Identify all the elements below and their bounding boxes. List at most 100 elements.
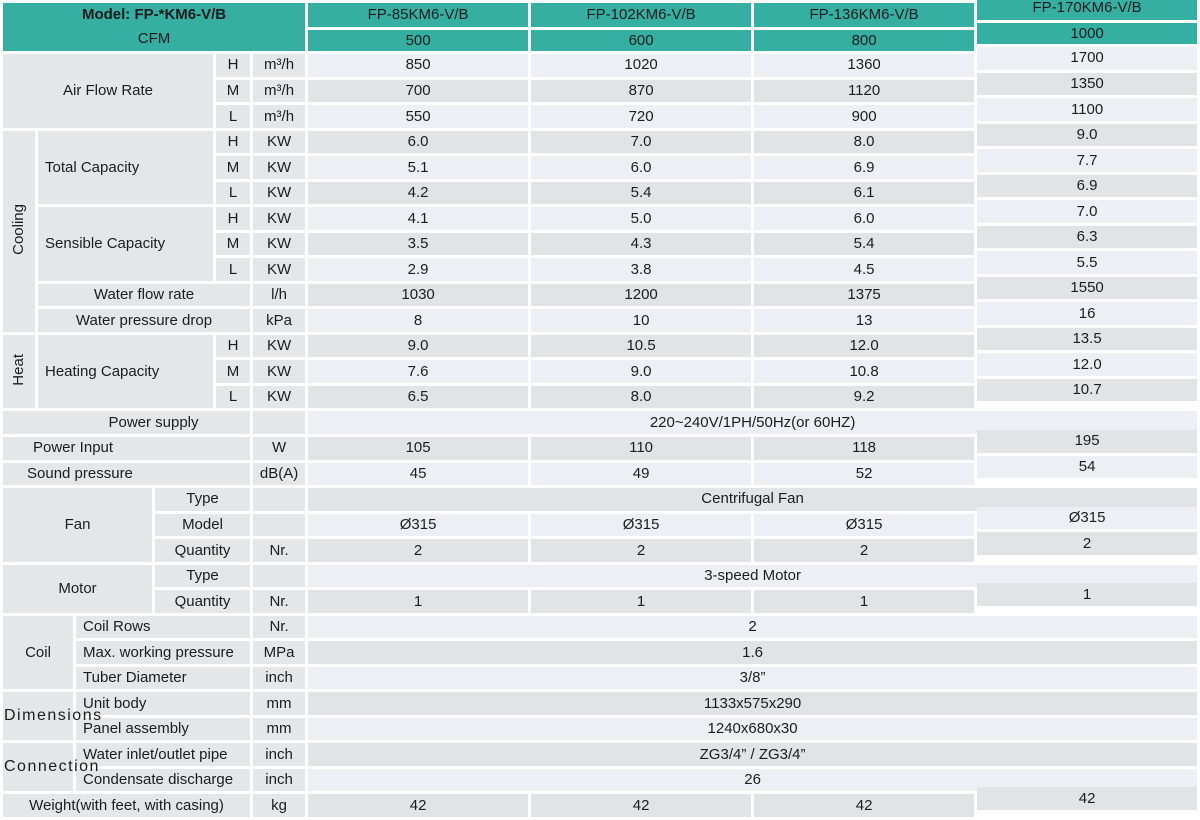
unit-label-kw: KW bbox=[253, 232, 306, 256]
value-cell-1: 1 bbox=[531, 590, 752, 613]
sub-label-quantity: Quantity bbox=[155, 590, 250, 613]
table-row: Water pressure drop kPa 8 10 13 16 bbox=[3, 302, 1198, 332]
sub-label-type: Type bbox=[155, 564, 250, 588]
sub-label-l: L bbox=[216, 105, 250, 128]
value-cell-7-0: 7.0 bbox=[531, 130, 752, 154]
row-label-power-input: Power Input bbox=[3, 437, 250, 460]
unit-label-empty bbox=[253, 488, 306, 511]
table-row: L KW 2.9 3.8 4.5 5.5 bbox=[3, 251, 1198, 281]
sub-label-m: M bbox=[216, 156, 250, 179]
value-cell-315: Ø315 bbox=[977, 506, 1198, 530]
sub-label-h: H bbox=[216, 334, 250, 358]
unit-label-kw: KW bbox=[253, 258, 306, 281]
value-cell-8: 8 bbox=[308, 309, 529, 332]
row-label-heating-capacity: Heating Capacity bbox=[38, 334, 213, 409]
unit-label-mm: mm bbox=[253, 717, 306, 741]
sub-label-type: Type bbox=[155, 488, 250, 511]
merged-value-cell-3-speed-motor: 3-speed Motor bbox=[308, 564, 1198, 588]
sub-label-m: M bbox=[216, 79, 250, 103]
row-label-max-working-pressure: Max. working pressure bbox=[76, 641, 250, 664]
unit-label-mm: mm bbox=[253, 692, 306, 715]
value-cell-7-7: 7.7 bbox=[977, 149, 1198, 172]
unit-label-m-h: m³/h bbox=[253, 79, 306, 103]
unit-label-kg: kg bbox=[253, 794, 306, 817]
value-cell-54: 54 bbox=[977, 455, 1198, 479]
value-cell-4-3: 4.3 bbox=[531, 232, 752, 256]
unit-label-m-h: m³/h bbox=[253, 105, 306, 128]
table-row: L KW 6.5 8.0 9.2 10.7 bbox=[3, 378, 1198, 409]
value-cell-16: 16 bbox=[977, 302, 1198, 325]
value-cell-550: 550 bbox=[308, 105, 529, 128]
cfm-value-1: 500 bbox=[308, 30, 529, 52]
unit-label-m-h: m³/h bbox=[253, 54, 306, 77]
unit-label-nr: Nr. bbox=[253, 539, 306, 562]
value-cell-6-0: 6.0 bbox=[531, 156, 752, 179]
row-label-unit-body: Unit body bbox=[76, 692, 250, 715]
value-cell-105: 105 bbox=[308, 437, 529, 460]
sub-label-l: L bbox=[216, 258, 250, 281]
merged-value-cell-3-8: 3/8” bbox=[308, 666, 1198, 690]
unit-label-mpa: MPa bbox=[253, 641, 306, 664]
group-label-coil: Coil bbox=[3, 615, 73, 690]
value-cell-10-5: 10.5 bbox=[531, 334, 752, 358]
value-cell-1: 1 bbox=[308, 590, 529, 613]
row-label-water-pressure-drop: Water pressure drop bbox=[38, 309, 250, 332]
unit-label-kw: KW bbox=[253, 385, 306, 409]
table-row: Sound pressure dB(A) 45 49 52 54 bbox=[3, 455, 1198, 486]
value-cell-9-0: 9.0 bbox=[531, 360, 752, 383]
value-cell-12-0: 12.0 bbox=[977, 353, 1198, 376]
row-label-power-supply: Power supply bbox=[3, 411, 250, 435]
table-row: Model Ø315 Ø315 Ø315 Ø315 bbox=[3, 506, 1198, 537]
value-cell-8-0: 8.0 bbox=[754, 130, 975, 154]
value-cell-6-9: 6.9 bbox=[977, 174, 1198, 198]
table-row: Fan Type Centrifugal Fan bbox=[3, 488, 1198, 562]
value-cell-2: 2 bbox=[977, 532, 1198, 555]
unit-label-kw: KW bbox=[253, 130, 306, 154]
value-cell-6-0: 6.0 bbox=[754, 207, 975, 230]
unit-label-kw: KW bbox=[253, 181, 306, 205]
merged-value-cell-26: 26 bbox=[308, 768, 1198, 792]
value-cell-10-7: 10.7 bbox=[977, 378, 1198, 402]
table-row: Condensate discharge inch 26 bbox=[3, 768, 1198, 792]
column-header-model-4: FP-170KM6-V/B bbox=[977, 0, 1198, 21]
header-row-models: Model: FP-*KM6-V/B CFM FP-85KM6-V/B FP-1… bbox=[3, 0, 1198, 52]
unit-label-kw: KW bbox=[253, 156, 306, 179]
value-cell-110: 110 bbox=[531, 437, 752, 460]
value-cell-315: Ø315 bbox=[754, 513, 975, 537]
group-label-fan: Fan bbox=[3, 488, 152, 562]
value-cell-1: 1 bbox=[977, 583, 1198, 606]
value-cell-1: 1 bbox=[754, 590, 975, 613]
value-cell-8-0: 8.0 bbox=[531, 385, 752, 409]
value-cell-315: Ø315 bbox=[308, 513, 529, 537]
unit-label-empty bbox=[253, 411, 306, 435]
row-label-panel-assembly: Panel assembly bbox=[76, 717, 250, 741]
value-cell-2-9: 2.9 bbox=[308, 258, 529, 281]
table-row: Cooling Total Capacity H KW 6.0 7.0 8.0 9.0 bbox=[3, 123, 1198, 332]
value-cell-2: 2 bbox=[308, 539, 529, 562]
model-series-label: Model: FP-*KM6-V/B bbox=[81, 6, 227, 24]
value-cell-1375: 1375 bbox=[754, 283, 975, 307]
sub-label-h: H bbox=[216, 130, 250, 154]
merged-value-cell-1240x680x30: 1240x680x30 bbox=[308, 717, 1198, 741]
value-cell-10-8: 10.8 bbox=[754, 360, 975, 383]
row-label-sensible-capacity: Sensible Capacity bbox=[38, 207, 213, 281]
cfm-value-3: 800 bbox=[754, 30, 975, 52]
table-row: Coil Coil Rows Nr. 2 bbox=[3, 615, 1198, 690]
unit-label-w: W bbox=[253, 437, 306, 460]
cfm-value-2: 600 bbox=[531, 30, 752, 52]
vertical-text: Heat bbox=[10, 353, 28, 386]
table-row: Power supply 220~240V/1PH/50Hz(or 60HZ) bbox=[3, 411, 1198, 435]
row-label-coil-rows: Coil Rows bbox=[76, 615, 250, 639]
value-cell-118: 118 bbox=[754, 437, 975, 460]
value-cell-6-0: 6.0 bbox=[308, 130, 529, 154]
value-cell-10: 10 bbox=[531, 309, 752, 332]
merged-value-cell-2: 2 bbox=[308, 615, 1198, 639]
value-cell-4-5: 4.5 bbox=[754, 258, 975, 281]
value-cell-1120: 1120 bbox=[754, 79, 975, 103]
table-row: M KW 5.1 6.0 6.9 7.7 bbox=[3, 149, 1198, 179]
column-header-model-1: FP-85KM6-V/B bbox=[308, 3, 529, 28]
table-row: Connection Water inlet/outlet pipe inch ZG3… bbox=[3, 743, 1198, 792]
value-cell-1030: 1030 bbox=[308, 283, 529, 307]
